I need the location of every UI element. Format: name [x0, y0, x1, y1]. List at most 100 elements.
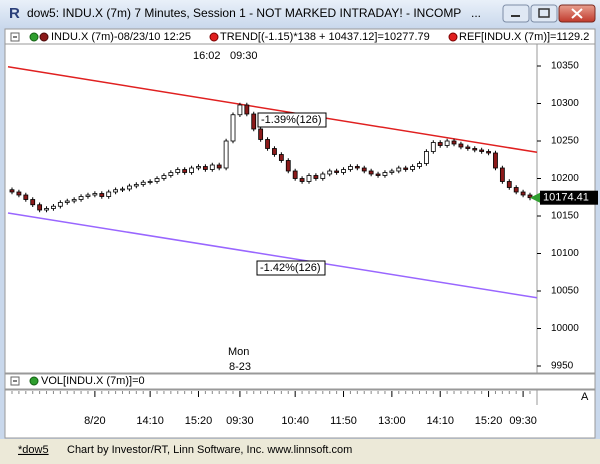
- price-pane: [4, 43, 596, 374]
- y-tick-label: 10100: [551, 248, 579, 259]
- candle-body: [92, 193, 98, 196]
- candle-body: [78, 196, 84, 200]
- candle-body: [348, 166, 353, 170]
- candle-body: [278, 154, 284, 161]
- candle-body: [520, 191, 526, 196]
- candle-body: [216, 164, 222, 169]
- axis-marker: A: [581, 391, 589, 403]
- candle-body: [175, 169, 181, 173]
- volume-pane: [4, 373, 596, 390]
- trend-dot: [209, 32, 219, 42]
- candle-body: [209, 164, 215, 170]
- symbol-dot: [29, 32, 39, 42]
- candle-body: [389, 170, 395, 173]
- x-tick-label: 14:10: [426, 415, 454, 427]
- day-label: Mon: [228, 346, 249, 358]
- x-tick-label: 09:30: [226, 415, 254, 427]
- candle-body: [189, 167, 194, 173]
- legend-ref: REF[INDU.X (7m)]=1129.2: [459, 31, 589, 43]
- candle-body: [437, 142, 443, 146]
- y-tick-label: 10250: [551, 136, 579, 147]
- candle-body: [127, 185, 132, 190]
- candle-body: [375, 173, 381, 176]
- y-tick-label: 10050: [551, 286, 579, 297]
- candle-body: [64, 200, 70, 203]
- candle-body: [57, 202, 63, 207]
- candle-body: [451, 140, 457, 145]
- session-open: 09:30: [230, 50, 258, 62]
- last-price-arrow: [530, 192, 540, 203]
- candle-body: [506, 181, 512, 188]
- candle-body: [361, 167, 367, 172]
- candle-body: [368, 170, 374, 175]
- legend-trend: TREND[(-1.15)*138 + 10437.12]=10277.79: [220, 31, 430, 43]
- session-time: 16:02: [193, 50, 221, 62]
- candle-body: [85, 194, 91, 197]
- last-price-label: 10174.41: [543, 192, 589, 204]
- minimize-button[interactable]: [502, 4, 530, 23]
- channel-label-box: [256, 260, 326, 276]
- candle-body: [230, 114, 236, 142]
- trend-line: [7, 212, 538, 299]
- candle-body: [30, 199, 36, 206]
- candle-body: [382, 172, 388, 176]
- close-button[interactable]: [558, 4, 596, 23]
- time-axis: [4, 389, 596, 439]
- candle-body: [327, 170, 333, 175]
- candle-body: [410, 166, 415, 170]
- candle-body: [499, 167, 505, 182]
- candle-body: [396, 167, 402, 172]
- volume-dot: [29, 376, 39, 386]
- candle-body: [458, 143, 464, 148]
- candle-body: [237, 104, 243, 116]
- candle-body: [493, 152, 498, 169]
- maximize-button[interactable]: [530, 4, 558, 23]
- x-tick-label: 13:00: [378, 415, 406, 427]
- candle-body: [513, 187, 519, 193]
- x-tick-label: 11:50: [330, 415, 357, 427]
- candle-body: [71, 199, 77, 202]
- tab-label[interactable]: *dow5: [18, 444, 49, 456]
- x-tick-label: 14:10: [136, 415, 164, 427]
- y-tick-label: 10200: [551, 173, 579, 184]
- candle-body: [299, 178, 305, 182]
- title-bar: [0, 0, 600, 28]
- candle-body: [479, 149, 485, 152]
- candle-body: [265, 139, 270, 149]
- candle-body: [313, 175, 319, 179]
- candle-body: [99, 193, 105, 197]
- candle-body: [120, 188, 125, 191]
- y-tick-label: 10300: [551, 98, 579, 109]
- candle-body: [334, 170, 340, 173]
- candle-body: [9, 189, 15, 193]
- x-tick-label: 10:40: [281, 415, 309, 427]
- candle-body: [486, 151, 491, 154]
- x-tick-label: 09:30: [509, 415, 537, 427]
- x-tick-label: 15:20: [475, 415, 503, 427]
- candle-body: [244, 104, 250, 115]
- candle-body: [223, 140, 229, 169]
- candle-body: [444, 140, 450, 146]
- candle-body: [472, 148, 478, 151]
- candle-body: [140, 181, 146, 185]
- volume-label: VOL[INDU.X (7m)]=0: [41, 375, 145, 387]
- date-label: 8-23: [229, 361, 251, 373]
- credit-text: Chart by Investor/RT, Linn Software, Inc…: [67, 444, 352, 456]
- candle-body: [251, 113, 257, 130]
- candle-body: [202, 166, 208, 170]
- candle-body: [423, 151, 429, 164]
- candle-body: [292, 170, 298, 179]
- trend-line: [7, 66, 538, 153]
- y-tick-label: 9950: [551, 361, 574, 372]
- candle-body: [258, 128, 264, 140]
- candle-body: [16, 191, 22, 196]
- y-tick-label: 10150: [551, 211, 579, 222]
- title-ellipsis: ...: [471, 6, 481, 20]
- candle-body: [285, 160, 291, 172]
- legend-symbol: INDU.X (7m)-08/23/10 12:25: [51, 31, 191, 43]
- candle-body: [182, 169, 188, 173]
- candle-body: [403, 167, 409, 170]
- candle-body: [23, 194, 29, 200]
- channel-label: -1.42%(126): [260, 262, 321, 274]
